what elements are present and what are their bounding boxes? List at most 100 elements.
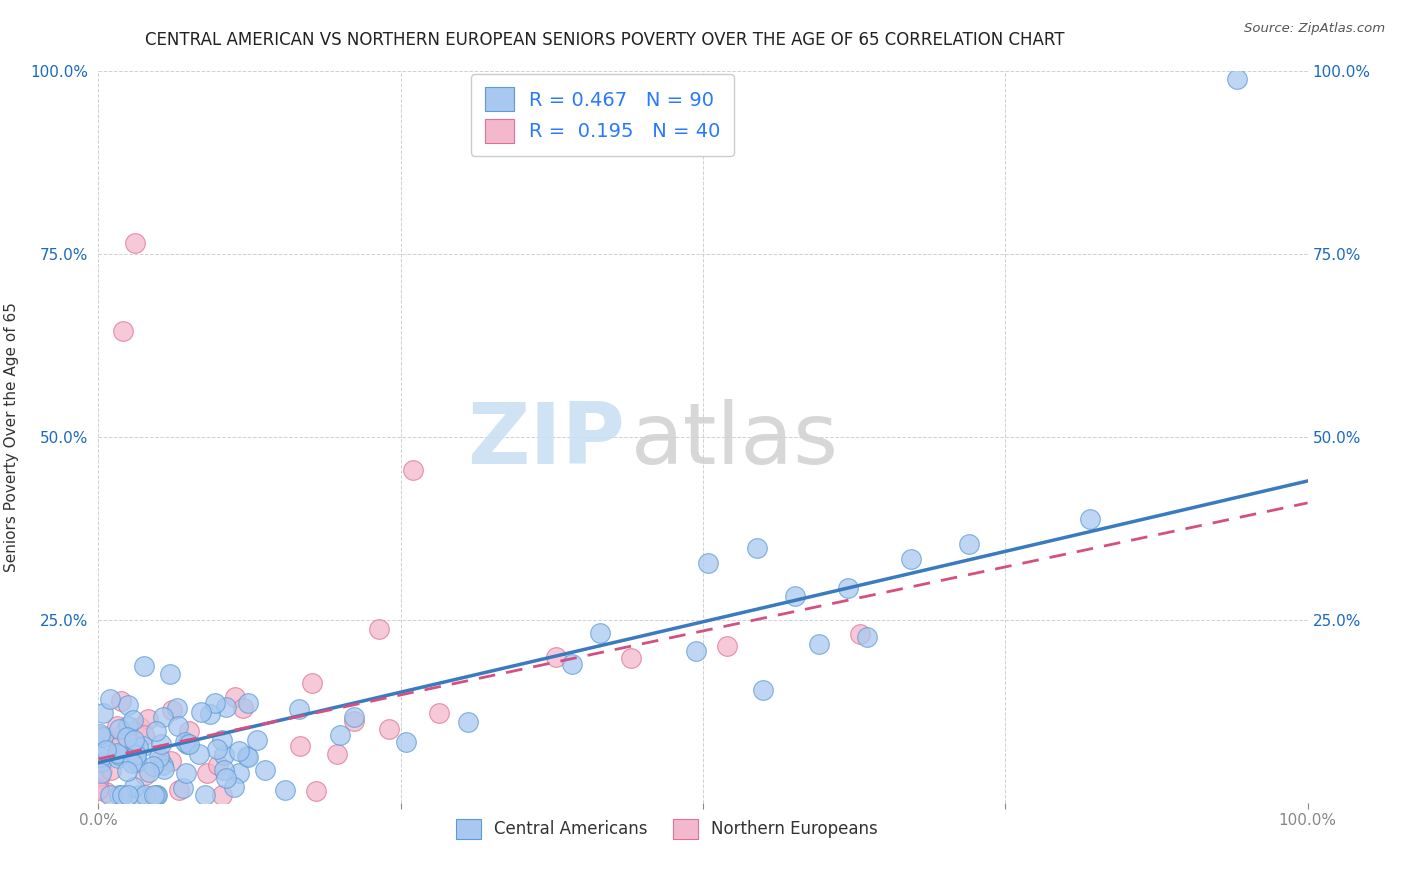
Point bbox=[94, 785, 117, 799]
Point bbox=[343, 710, 366, 724]
Text: CENTRAL AMERICAN VS NORTHERN EUROPEAN SENIORS POVERTY OVER THE AGE OF 65 CORRELA: CENTRAL AMERICAN VS NORTHERN EUROPEAN SE… bbox=[145, 31, 1064, 49]
Point bbox=[236, 749, 259, 764]
Point bbox=[122, 713, 145, 727]
Point bbox=[716, 639, 738, 653]
Point bbox=[589, 626, 612, 640]
Point bbox=[136, 712, 159, 726]
Point bbox=[288, 702, 311, 716]
Point bbox=[194, 789, 217, 803]
Point bbox=[162, 703, 184, 717]
Point bbox=[134, 768, 156, 782]
Point bbox=[90, 756, 112, 770]
Point bbox=[90, 766, 112, 780]
Point bbox=[179, 724, 201, 739]
Point bbox=[117, 698, 139, 712]
Point bbox=[132, 659, 155, 673]
Text: atlas: atlas bbox=[630, 400, 838, 483]
Point bbox=[378, 722, 401, 736]
Point bbox=[167, 782, 190, 797]
Point bbox=[228, 765, 250, 780]
Point bbox=[148, 750, 170, 764]
Point bbox=[253, 763, 276, 777]
Point bbox=[274, 783, 297, 797]
Point bbox=[207, 757, 229, 772]
Point bbox=[697, 556, 720, 570]
Point bbox=[402, 463, 425, 477]
Point bbox=[117, 719, 139, 733]
Point bbox=[152, 762, 174, 776]
Point bbox=[127, 739, 149, 754]
Point bbox=[195, 766, 218, 780]
Point bbox=[187, 747, 209, 761]
Point bbox=[215, 700, 238, 714]
Point bbox=[145, 789, 167, 803]
Point bbox=[211, 789, 233, 803]
Point bbox=[98, 789, 121, 803]
Point bbox=[212, 748, 235, 763]
Point bbox=[174, 766, 197, 780]
Point bbox=[211, 733, 233, 747]
Point bbox=[561, 657, 583, 672]
Point bbox=[783, 589, 806, 603]
Point bbox=[1226, 71, 1249, 86]
Point bbox=[745, 541, 768, 556]
Point bbox=[957, 536, 980, 550]
Point bbox=[117, 789, 139, 803]
Point bbox=[619, 651, 641, 665]
Legend: Central Americans, Northern Europeans: Central Americans, Northern Europeans bbox=[449, 812, 884, 846]
Point bbox=[105, 719, 128, 733]
Point bbox=[121, 756, 143, 770]
Point bbox=[367, 622, 389, 636]
Point bbox=[150, 737, 173, 751]
Point bbox=[142, 759, 165, 773]
Point bbox=[343, 714, 366, 729]
Point bbox=[117, 731, 139, 745]
Point bbox=[166, 701, 188, 715]
Point bbox=[172, 781, 194, 796]
Point bbox=[91, 730, 114, 744]
Point bbox=[174, 734, 197, 748]
Point bbox=[124, 732, 146, 747]
Point bbox=[108, 722, 131, 736]
Point bbox=[200, 707, 222, 722]
Point bbox=[125, 746, 148, 760]
Point bbox=[138, 764, 160, 779]
Point bbox=[108, 729, 131, 743]
Point bbox=[131, 739, 153, 754]
Point bbox=[134, 789, 156, 803]
Point bbox=[108, 747, 131, 762]
Point bbox=[132, 728, 155, 742]
Point bbox=[329, 728, 352, 742]
Point bbox=[215, 771, 238, 785]
Point bbox=[236, 749, 259, 764]
Point bbox=[100, 763, 122, 777]
Point bbox=[125, 756, 148, 770]
Point bbox=[326, 747, 349, 761]
Point bbox=[190, 705, 212, 719]
Point bbox=[87, 782, 110, 797]
Point bbox=[111, 789, 134, 803]
Point bbox=[177, 737, 200, 751]
Point bbox=[124, 236, 146, 251]
Point bbox=[160, 754, 183, 768]
Point bbox=[105, 746, 128, 760]
Point bbox=[236, 696, 259, 710]
Point bbox=[152, 710, 174, 724]
Point bbox=[110, 694, 132, 708]
Point bbox=[159, 667, 181, 681]
Point bbox=[128, 789, 150, 803]
Point bbox=[89, 769, 111, 783]
Point bbox=[837, 582, 859, 596]
Point bbox=[94, 743, 117, 757]
Point bbox=[849, 627, 872, 641]
Point bbox=[90, 764, 112, 778]
Point bbox=[98, 691, 121, 706]
Point bbox=[107, 751, 129, 765]
Point bbox=[146, 789, 169, 803]
Point bbox=[212, 763, 235, 777]
Point bbox=[222, 780, 245, 795]
Point bbox=[129, 721, 152, 735]
Point bbox=[808, 637, 831, 651]
Point bbox=[125, 748, 148, 763]
Point bbox=[90, 729, 112, 743]
